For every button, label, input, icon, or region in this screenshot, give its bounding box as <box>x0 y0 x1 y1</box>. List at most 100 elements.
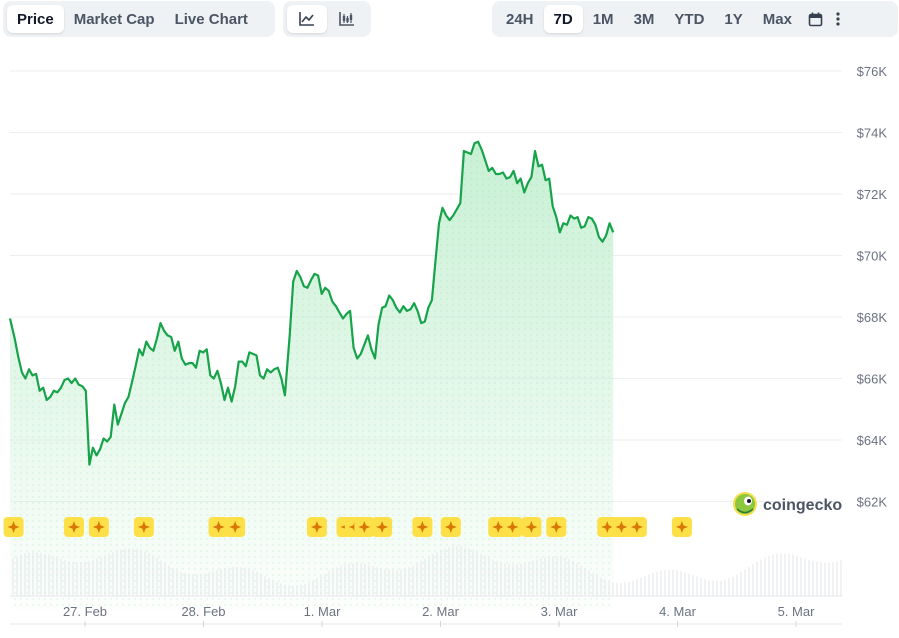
x-tick-label: 1. Mar <box>304 604 342 619</box>
volume-bar <box>436 552 438 596</box>
volume-bar <box>576 563 578 596</box>
volume-bar <box>168 565 170 596</box>
volume-bar <box>144 551 146 596</box>
volume-bar <box>84 561 86 596</box>
volume-bar <box>808 559 810 596</box>
range-24h[interactable]: 24H <box>506 10 534 28</box>
volume-bar <box>488 557 490 596</box>
volume-bar <box>300 584 302 596</box>
volume-bar <box>840 560 842 596</box>
volume-bar <box>724 579 726 596</box>
x-tick-label: 2. Mar <box>422 604 460 619</box>
event-marker <box>626 517 647 537</box>
volume-bar <box>12 558 14 596</box>
volume-bar <box>40 552 42 596</box>
tab-market-cap[interactable]: Market Cap <box>73 10 155 28</box>
volume-bar <box>448 547 450 596</box>
range-1m[interactable]: 1M <box>592 10 614 28</box>
volume-bar <box>428 556 430 596</box>
price-chart[interactable]: $76K $74K $72K $70K $68K $66K $64K $62K 27. Feb… <box>0 44 899 633</box>
range-3m[interactable]: 3M <box>633 10 655 28</box>
price-line <box>8 140 615 466</box>
sparkle-icon <box>506 521 519 533</box>
volume-bar <box>652 573 654 596</box>
volume-bar <box>560 556 562 596</box>
volume-bar <box>556 556 558 596</box>
volume-bar <box>732 576 734 596</box>
more-options-button[interactable] <box>829 5 847 33</box>
volume-bar <box>504 563 506 596</box>
volume-bar <box>512 564 514 596</box>
volume-bar <box>792 554 794 596</box>
volume-bar <box>660 570 662 596</box>
volume-bar <box>212 571 214 596</box>
volume-bar <box>56 557 58 596</box>
event-marker <box>546 517 567 537</box>
volume-bar <box>680 571 682 596</box>
volume-bar <box>496 561 498 596</box>
candlestick-chart-icon <box>339 12 354 26</box>
volume-bar <box>784 553 786 596</box>
volume-bar <box>824 562 826 596</box>
range-7d[interactable]: 7D <box>543 5 583 33</box>
volume-bar <box>536 559 538 596</box>
volume-bar <box>544 557 546 596</box>
volume-bar <box>520 563 522 596</box>
volume-bar <box>760 559 762 596</box>
volume-bar <box>360 563 362 596</box>
volume-bars <box>10 546 842 597</box>
volume-bar <box>236 566 238 596</box>
event-marker <box>521 517 542 537</box>
volume-bar <box>340 565 342 596</box>
calendar-button[interactable] <box>802 5 829 33</box>
volume-bar <box>180 571 182 596</box>
volume-bar <box>524 562 526 596</box>
volume-bar <box>696 576 698 596</box>
volume-bar <box>500 562 502 596</box>
volume-bar <box>384 569 386 596</box>
line-chart-button[interactable] <box>287 5 327 33</box>
volume-bar <box>832 562 834 596</box>
volume-bar <box>700 578 702 596</box>
sparkle-icon <box>137 521 150 533</box>
sparkle-icon <box>525 521 538 533</box>
range-1y[interactable]: 1Y <box>724 10 743 28</box>
volume-bar <box>716 580 718 596</box>
range-ytd[interactable]: YTD <box>674 10 705 28</box>
tab-price[interactable]: Price <box>7 5 64 33</box>
volume-bar <box>220 569 222 596</box>
calendar-icon <box>808 12 823 26</box>
volume-bar <box>304 583 306 596</box>
sparkle-icon <box>601 521 614 533</box>
volume-bar <box>444 548 446 596</box>
event-marker <box>412 517 433 537</box>
volume-bar <box>596 575 598 596</box>
event-marker <box>671 517 692 537</box>
volume-bar <box>72 561 74 596</box>
volume-bar <box>368 565 370 596</box>
volume-bar <box>376 567 378 596</box>
candlestick-chart-button[interactable] <box>327 5 367 33</box>
volume-bar <box>352 563 354 596</box>
volume-bar <box>608 581 610 596</box>
volume-bar <box>328 571 330 596</box>
volume-bar <box>788 553 790 596</box>
volume-bar <box>588 570 590 596</box>
volume-bar <box>140 549 142 596</box>
time-range-selector: 24H 7D 1M 3M YTD 1Y Max <box>492 1 898 37</box>
volume-bar <box>468 548 470 596</box>
volume-bar <box>20 554 22 596</box>
volume-bar <box>764 557 766 596</box>
volume-bar <box>152 555 154 596</box>
range-max[interactable]: Max <box>762 10 792 28</box>
tab-live-chart[interactable]: Live Chart <box>174 10 248 28</box>
sparkle-icon <box>630 521 643 533</box>
volume-bar <box>108 553 110 596</box>
volume-bar <box>284 584 286 596</box>
volume-bar <box>52 556 54 596</box>
x-tick-label: 5. Mar <box>778 604 816 619</box>
price-chart-svg[interactable]: $76K $74K $72K $70K $68K $66K $64K $62K 27. Feb… <box>0 44 899 633</box>
chart-toolbar: Price Market Cap Live Chart 24H 7D 1M 3M… <box>0 0 899 44</box>
y-tick-label: $62K <box>857 495 888 510</box>
event-marker <box>63 517 84 537</box>
